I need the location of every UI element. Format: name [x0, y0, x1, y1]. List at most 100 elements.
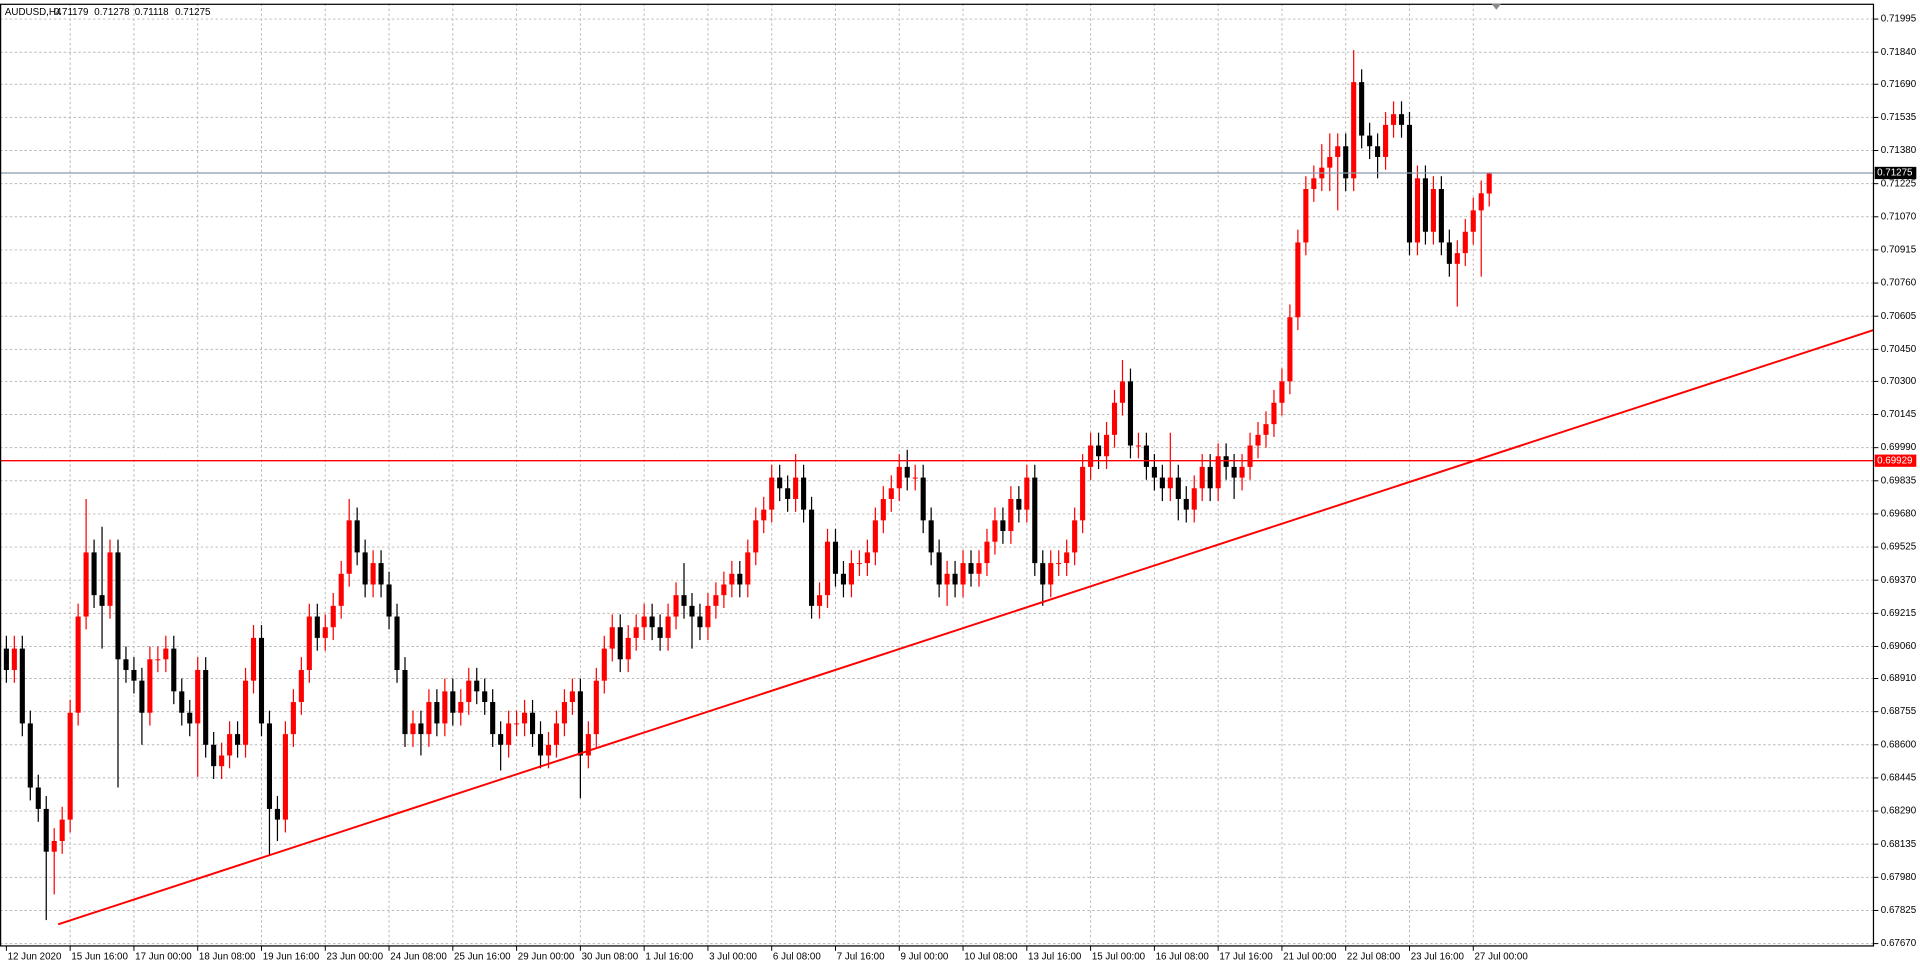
- candle-body: [1223, 456, 1229, 467]
- candle-body: [1199, 466, 1205, 489]
- candle-body: [992, 520, 998, 542]
- candle-body: [1215, 456, 1221, 489]
- candle-body: [912, 477, 918, 479]
- y-tick-label: 0.69680: [1881, 509, 1917, 520]
- candle-body: [1111, 402, 1118, 435]
- x-tick-label: 19 Jun 16:00: [263, 952, 320, 963]
- candle-body: [1335, 146, 1341, 157]
- trend-line: [57, 329, 1874, 926]
- y-tick-label: 0.68135: [1881, 839, 1917, 850]
- candle-body: [51, 840, 57, 852]
- candle-body: [107, 552, 113, 606]
- candle-body: [474, 680, 480, 692]
- x-tick-label: 10 Jul 08:00: [964, 952, 1018, 963]
- symbol-label: AUDUSD,H4: [5, 7, 62, 18]
- candle-body: [1207, 466, 1213, 489]
- x-tick-label: 15 Jun 16:00: [71, 952, 128, 963]
- candle-body: [769, 477, 775, 510]
- candle-body: [250, 637, 257, 681]
- candle-body: [211, 744, 217, 767]
- x-tick-label: 27 Jul 00:00: [1474, 952, 1528, 963]
- candle-body: [203, 669, 209, 745]
- candle-body: [641, 616, 647, 628]
- candle-body: [1454, 253, 1460, 264]
- candle-body: [713, 595, 719, 606]
- candle-body: [1231, 466, 1237, 478]
- candle-body: [402, 669, 408, 735]
- x-tick-label: 23 Jul 16:00: [1411, 952, 1465, 963]
- candle-body: [1462, 231, 1468, 254]
- candle-body: [1239, 466, 1245, 478]
- candle-body: [1430, 189, 1436, 232]
- y-tick-label: 0.68910: [1881, 673, 1917, 684]
- candle-body: [681, 595, 687, 606]
- y-tick-label: 0.67980: [1881, 872, 1917, 883]
- candle-body: [721, 584, 727, 596]
- candle-body: [928, 520, 934, 553]
- candle-body: [864, 552, 870, 564]
- candle-body: [617, 627, 623, 660]
- candle-body: [816, 595, 823, 606]
- candle-body: [35, 787, 41, 809]
- candle-body: [1048, 563, 1054, 585]
- candle-body: [386, 584, 392, 617]
- candle-body: [1016, 498, 1022, 510]
- candle-body: [163, 648, 169, 660]
- x-tick-label: 13 Jul 16:00: [1028, 952, 1082, 963]
- bid-price-box: [1874, 166, 1917, 180]
- candle-body: [338, 573, 344, 606]
- x-tick-label: 29 Jun 00:00: [518, 952, 575, 963]
- candle-body: [625, 637, 631, 660]
- candle-body: [258, 637, 265, 724]
- candle-body: [1080, 466, 1086, 521]
- candle-body: [689, 605, 695, 617]
- candle-body: [777, 477, 783, 489]
- open-value: 0.71179: [54, 7, 89, 18]
- y-tick-label: 0.69060: [1881, 641, 1917, 652]
- candle-body: [75, 616, 81, 713]
- candle-body: [1351, 82, 1357, 179]
- candle-body: [99, 595, 105, 606]
- candle-body: [952, 573, 958, 585]
- candle-body: [171, 648, 177, 692]
- y-tick-label: 0.70605: [1881, 311, 1917, 322]
- candle-body: [633, 627, 639, 638]
- candle-body: [1383, 124, 1389, 157]
- candle-body: [601, 648, 607, 681]
- candle-body: [179, 691, 185, 713]
- candle-body: [227, 734, 233, 756]
- candle-body: [434, 702, 440, 724]
- high-value: 0.71278: [94, 7, 130, 18]
- candle-body: [1143, 445, 1149, 467]
- candle-body: [1438, 189, 1444, 243]
- y-tick-label: 0.69370: [1881, 575, 1917, 586]
- candle-body: [1008, 498, 1014, 532]
- candle-body: [506, 723, 512, 745]
- candle-body: [856, 563, 862, 565]
- candle-body: [1486, 172, 1492, 194]
- candle-body: [1255, 434, 1261, 446]
- candle-body: [27, 723, 33, 788]
- candle-body: [537, 734, 544, 756]
- candle-body: [569, 691, 575, 703]
- y-tick-label: 0.68600: [1881, 739, 1917, 750]
- candle-body: [1000, 520, 1006, 532]
- candle-body: [577, 691, 583, 756]
- bid-price-label: 0.71275: [1877, 168, 1913, 179]
- candle-body: [1390, 114, 1397, 125]
- candle-body: [1191, 488, 1197, 510]
- candle-body: [458, 702, 464, 713]
- candle-body: [1311, 178, 1317, 190]
- candle-body: [59, 819, 65, 841]
- candle-body: [1406, 124, 1413, 243]
- candle-body: [840, 573, 847, 585]
- y-tick-label: 0.67670: [1881, 938, 1917, 949]
- y-tick-label: 0.69835: [1881, 475, 1917, 486]
- y-tick-label: 0.71380: [1881, 145, 1917, 156]
- candle-body: [585, 734, 591, 756]
- candle-body: [1096, 445, 1102, 457]
- candle-body: [1127, 381, 1134, 446]
- candle-body: [848, 563, 854, 585]
